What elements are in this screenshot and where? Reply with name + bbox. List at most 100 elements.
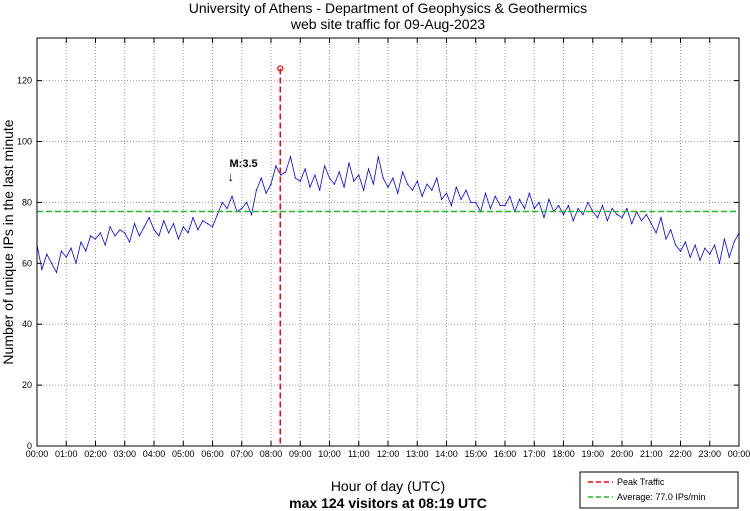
traffic-data-point (494, 195, 496, 197)
traffic-data-point (455, 186, 457, 188)
traffic-data-point (153, 229, 155, 231)
x-tick-label: 01:00 (55, 449, 78, 459)
traffic-data-point (616, 213, 618, 216)
annotation-label: M:3.5 (230, 158, 258, 170)
traffic-data-point (158, 235, 160, 237)
peak-marker (277, 65, 284, 72)
x-tick-label: 17:00 (523, 449, 546, 459)
x-tick-label: 07:00 (230, 449, 253, 459)
traffic-data-point (163, 220, 165, 222)
traffic-data-point (333, 183, 335, 185)
traffic-data-point (299, 180, 301, 182)
traffic-data-point (202, 220, 204, 222)
traffic-data-point (46, 253, 48, 255)
legend-box (579, 471, 739, 509)
traffic-data-point (489, 207, 491, 210)
x-tick-label: 06:00 (201, 449, 224, 459)
x-axis-label: Hour of day (UTC) (331, 478, 445, 494)
traffic-data-point (402, 171, 404, 173)
traffic-data-point (709, 253, 711, 255)
traffic-data-point (60, 250, 62, 252)
traffic-data-point (172, 223, 175, 225)
traffic-data-point (109, 226, 111, 228)
traffic-data-point (65, 256, 67, 258)
traffic-data-point (660, 217, 662, 219)
traffic-data-point (358, 174, 360, 176)
traffic-data-point (138, 235, 140, 237)
traffic-data-point (319, 189, 321, 191)
traffic-data-point (353, 180, 355, 182)
traffic-data-point (411, 189, 413, 191)
x-tick-label: 18:00 (552, 449, 575, 459)
y-tick-label: 100 (17, 137, 32, 147)
traffic-data-point (260, 177, 262, 179)
traffic-data-point (426, 183, 428, 185)
traffic-data-point (285, 171, 287, 173)
traffic-data-point (216, 213, 218, 216)
traffic-data-point (714, 244, 716, 246)
traffic-data-point (519, 198, 521, 200)
traffic-data-point (338, 171, 340, 173)
traffic-data-point (168, 232, 170, 234)
max-visitors-caption: max 124 visitors at 08:19 UTC (289, 495, 487, 511)
traffic-data-point (387, 186, 389, 188)
traffic-data-point (406, 183, 409, 185)
traffic-data-point (294, 177, 296, 179)
legend-peak-label: Peak Traffic (617, 477, 665, 487)
traffic-data-point (445, 192, 448, 194)
traffic-data-point (436, 177, 438, 179)
traffic-data-point (241, 207, 243, 210)
traffic-data-point (533, 207, 535, 210)
traffic-data-point (265, 192, 267, 194)
traffic-data-point (85, 250, 87, 252)
traffic-data-point (558, 204, 560, 207)
x-tick-label: 12:00 (377, 449, 400, 459)
traffic-data-point (528, 192, 530, 194)
traffic-data-point (665, 238, 667, 240)
chart-title: University of Athens - Department of Geo… (189, 0, 587, 16)
traffic-data-point (246, 201, 248, 204)
traffic-data-point (723, 238, 725, 240)
traffic-data-point (187, 232, 189, 234)
traffic-data-point (51, 262, 53, 264)
traffic-data-point (119, 229, 121, 231)
traffic-data-point (577, 207, 579, 210)
x-tick-label: 20:00 (611, 449, 634, 459)
traffic-data-point (70, 247, 72, 249)
traffic-data-point (587, 201, 589, 204)
traffic-data-point (226, 207, 228, 210)
y-tick-label: 40 (22, 319, 32, 329)
traffic-data-point (289, 156, 292, 158)
traffic-data-point (80, 241, 82, 243)
traffic-data-point (631, 223, 633, 225)
traffic-data-point (718, 262, 721, 264)
traffic-data-point (475, 201, 477, 204)
traffic-data-point (684, 241, 686, 243)
traffic-data-point (304, 168, 306, 170)
traffic-data-point (640, 220, 643, 222)
traffic-data-point (221, 201, 223, 204)
x-tick-label: 04:00 (143, 449, 166, 459)
traffic-data-point (728, 256, 730, 258)
traffic-data-point (626, 207, 628, 210)
traffic-data-point (90, 235, 92, 237)
traffic-data-point (460, 198, 462, 200)
y-tick-label: 0 (27, 441, 32, 451)
traffic-data-point (367, 168, 370, 170)
y-tick-label: 80 (22, 197, 32, 207)
traffic-data-point (192, 217, 194, 219)
traffic-data-point (148, 217, 150, 219)
traffic-data-point (392, 177, 394, 179)
traffic-data-point (182, 226, 184, 228)
x-tick-label: 02:00 (84, 449, 107, 459)
traffic-data-point (363, 189, 365, 191)
traffic-data-point (348, 162, 350, 164)
traffic-data-point (382, 177, 384, 179)
traffic-data-point (597, 217, 599, 219)
traffic-data-point (129, 241, 131, 243)
y-tick-label: 120 (17, 76, 32, 86)
plot-frame (36, 37, 740, 447)
traffic-data-point (177, 238, 179, 240)
traffic-data-point (372, 183, 374, 185)
